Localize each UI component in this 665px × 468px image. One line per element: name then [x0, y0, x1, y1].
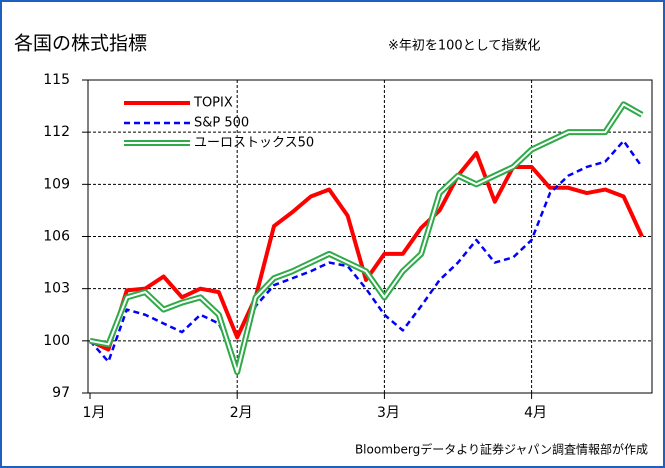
y-tick-label: 106 — [43, 229, 70, 245]
legend-label: S&P 500 — [194, 116, 249, 131]
x-tick-label: 3月 — [377, 405, 400, 421]
y-tick-label: 100 — [43, 333, 70, 349]
y-tick-label: 112 — [43, 124, 70, 140]
series-line — [89, 139, 644, 365]
y-tick-label: 115 — [43, 72, 70, 88]
legend-label: ユーロストックス50 — [194, 136, 314, 151]
y-tick-label: 97 — [52, 385, 70, 401]
series-line — [89, 151, 644, 352]
legend-label: TOPIX — [193, 96, 233, 111]
x-tick-label: 1月 — [83, 405, 106, 421]
x-tick-label: 4月 — [524, 405, 547, 421]
x-tick-label: 2月 — [230, 405, 253, 421]
y-tick-label: 109 — [43, 176, 70, 192]
chart-subtitle: ※年初を100として指数化 — [388, 39, 540, 54]
y-tick-label: 103 — [43, 281, 70, 297]
series-line-inner — [89, 103, 643, 374]
chart-title: 各国の株式指標 — [14, 33, 147, 55]
source-note: Bloombergデータより証券ジャパン調査情報部が作成 — [355, 442, 648, 457]
